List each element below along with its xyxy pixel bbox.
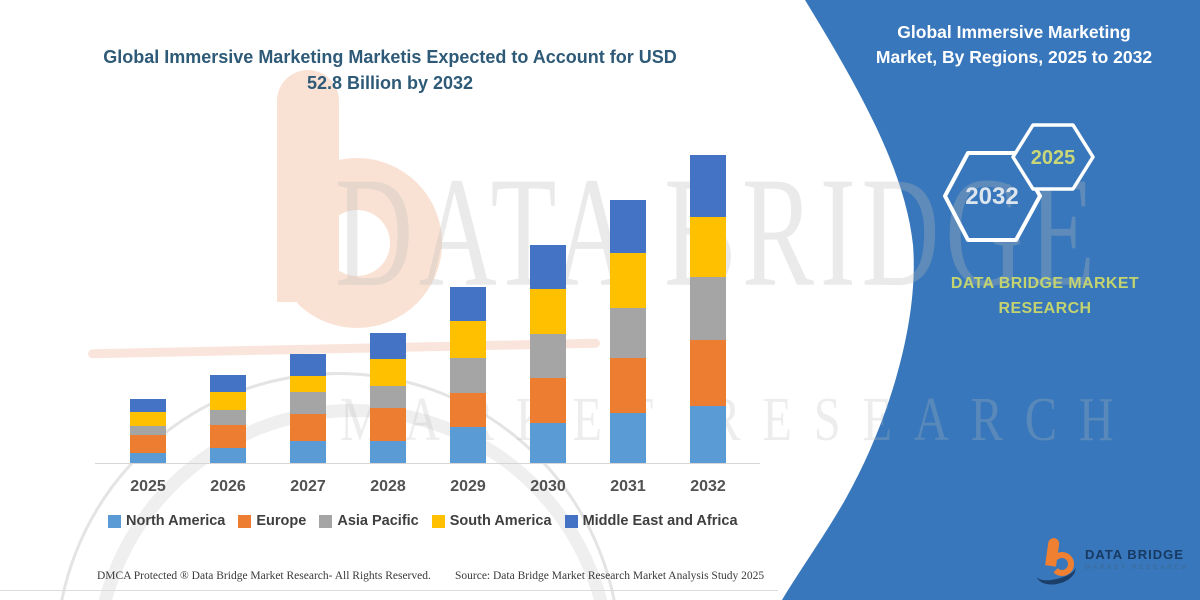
legend-label: South America xyxy=(449,513,552,529)
company-logo: DATA BRIDGE MARKET RESEARCH xyxy=(1033,531,1196,589)
legend-swatch-icon xyxy=(564,514,578,528)
legend-item-south-america: South America xyxy=(431,513,552,529)
bar-segment-north-america xyxy=(690,406,726,464)
x-axis-label-2027: 2027 xyxy=(290,478,326,495)
bar-segment-europe xyxy=(690,340,726,407)
x-axis-line xyxy=(95,463,760,464)
brand-wordmark-line2: RESEARCH xyxy=(998,300,1092,317)
bar-segment-south-america xyxy=(130,412,166,427)
bar-segment-asia-pacific xyxy=(130,426,166,436)
legend-swatch-icon xyxy=(431,514,445,528)
x-axis-label-2026: 2026 xyxy=(210,478,246,495)
bar-segment-europe xyxy=(450,392,486,427)
bar-segment-south-america xyxy=(690,217,726,277)
bar-segment-asia-pacific xyxy=(210,409,246,425)
bar-segment-north-america xyxy=(530,422,566,464)
bar-segment-europe xyxy=(130,435,166,453)
bar-segment-middle-east-and-africa xyxy=(450,287,486,321)
company-logo-text: DATA BRIDGE MARKET RESEARCH xyxy=(1085,547,1189,571)
hexagon-2032 xyxy=(943,151,1042,242)
page-title-line1: Global Immersive Marketing Marketis Expe… xyxy=(103,47,677,67)
bar-segment-south-america xyxy=(210,391,246,410)
bar-segment-europe xyxy=(290,413,326,441)
x-axis-label-2029: 2029 xyxy=(450,478,486,495)
bar-segment-north-america xyxy=(290,440,326,464)
bar-segment-north-america xyxy=(130,452,166,464)
legend-item-asia-pacific: Asia Pacific xyxy=(319,513,419,529)
brand-wordmark: DATA BRIDGE MARKET RESEARCH xyxy=(895,271,1195,321)
bar-segment-europe xyxy=(370,407,406,442)
x-axis-label-2030: 2030 xyxy=(530,478,566,495)
hexagon-2025-label: 2025 xyxy=(1031,147,1076,169)
stacked-bar-2026 xyxy=(210,375,246,464)
bar-segment-north-america xyxy=(450,426,486,464)
bar-segment-south-america xyxy=(450,320,486,358)
legend-label: Middle East and Africa xyxy=(582,513,738,529)
bar-segment-europe xyxy=(210,424,246,449)
bar-segment-middle-east-and-africa xyxy=(530,244,566,289)
legend-item-europe: Europe xyxy=(238,513,306,529)
side-panel-title-line1: Global Immersive Marketing xyxy=(897,22,1131,42)
side-panel-title: Global Immersive Marketing Market, By Re… xyxy=(848,20,1180,70)
company-logo-name: DATA BRIDGE xyxy=(1085,547,1184,562)
stacked-bar-2027 xyxy=(290,353,326,464)
bar-segment-asia-pacific xyxy=(450,357,486,393)
side-panel-title-line2: Market, By Regions, 2025 to 2032 xyxy=(875,47,1153,67)
bar-segment-middle-east-and-africa xyxy=(370,332,406,360)
bar-segment-middle-east-and-africa xyxy=(130,398,166,413)
stacked-bar-2025 xyxy=(130,398,166,464)
page-title-line2: 52.8 Billion by 2032 xyxy=(306,73,474,93)
bar-segment-south-america xyxy=(530,288,566,335)
legend-item-middle-east-and-africa: Middle East and Africa xyxy=(564,513,738,529)
hexagon-2032-label: 2032 xyxy=(965,183,1018,210)
bar-segment-north-america xyxy=(370,441,406,464)
bar-segment-asia-pacific xyxy=(370,386,406,408)
page-title: Global Immersive Marketing Marketis Expe… xyxy=(60,44,720,96)
legend-label: Europe xyxy=(256,513,307,529)
bar-segment-middle-east-and-africa xyxy=(690,155,726,218)
x-axis-label-2031: 2031 xyxy=(610,478,646,495)
bar-segment-asia-pacific xyxy=(690,276,726,341)
logo-b-bowl xyxy=(1050,552,1074,576)
company-logo-b-icon xyxy=(1033,535,1080,589)
bar-segment-middle-east-and-africa xyxy=(610,199,646,254)
x-axis-label-2028: 2028 xyxy=(370,478,406,495)
bar-segment-middle-east-and-africa xyxy=(210,375,246,392)
footer-source: Source: Data Bridge Market Research Mark… xyxy=(455,570,765,582)
stacked-bar-2029 xyxy=(450,287,486,464)
footer-dmca: DMCA Protected ® Data Bridge Market Rese… xyxy=(97,570,431,582)
brand-wordmark-line1: DATA BRIDGE MARKET xyxy=(950,275,1140,292)
chart-legend: North America Europe Asia Pacific South Ame… xyxy=(108,513,738,529)
side-panel-shape xyxy=(782,0,1200,600)
bar-segment-middle-east-and-africa xyxy=(290,353,326,377)
legend-swatch-icon xyxy=(108,514,121,528)
x-axis-label-2032: 2032 xyxy=(690,478,726,495)
bar-segment-asia-pacific xyxy=(290,392,326,414)
bar-segment-south-america xyxy=(290,376,326,393)
stacked-bar-2031 xyxy=(610,199,646,464)
stacked-bar-2032 xyxy=(690,155,726,464)
legend-label: North America xyxy=(126,513,226,529)
legend-item-north-america: North America xyxy=(108,513,225,529)
legend-label: Asia Pacific xyxy=(337,513,419,529)
bar-segment-asia-pacific xyxy=(530,334,566,378)
footer-divider xyxy=(0,590,778,591)
legend-swatch-icon xyxy=(238,514,252,528)
bar-segment-europe xyxy=(530,377,566,423)
company-logo-subtitle: MARKET RESEARCH xyxy=(1085,564,1189,571)
stacked-bar-2030 xyxy=(530,244,566,464)
bar-segment-south-america xyxy=(610,253,646,309)
bar-segment-south-america xyxy=(370,359,406,387)
x-axis-label-2025: 2025 xyxy=(130,478,166,495)
bar-segment-north-america xyxy=(210,448,246,464)
bar-segment-north-america xyxy=(610,412,646,464)
legend-swatch-icon xyxy=(319,514,333,528)
bar-segment-europe xyxy=(610,357,646,413)
hexagon-2025 xyxy=(1011,123,1095,191)
bar-segment-asia-pacific xyxy=(610,308,646,358)
stacked-bar-2028 xyxy=(370,332,406,464)
